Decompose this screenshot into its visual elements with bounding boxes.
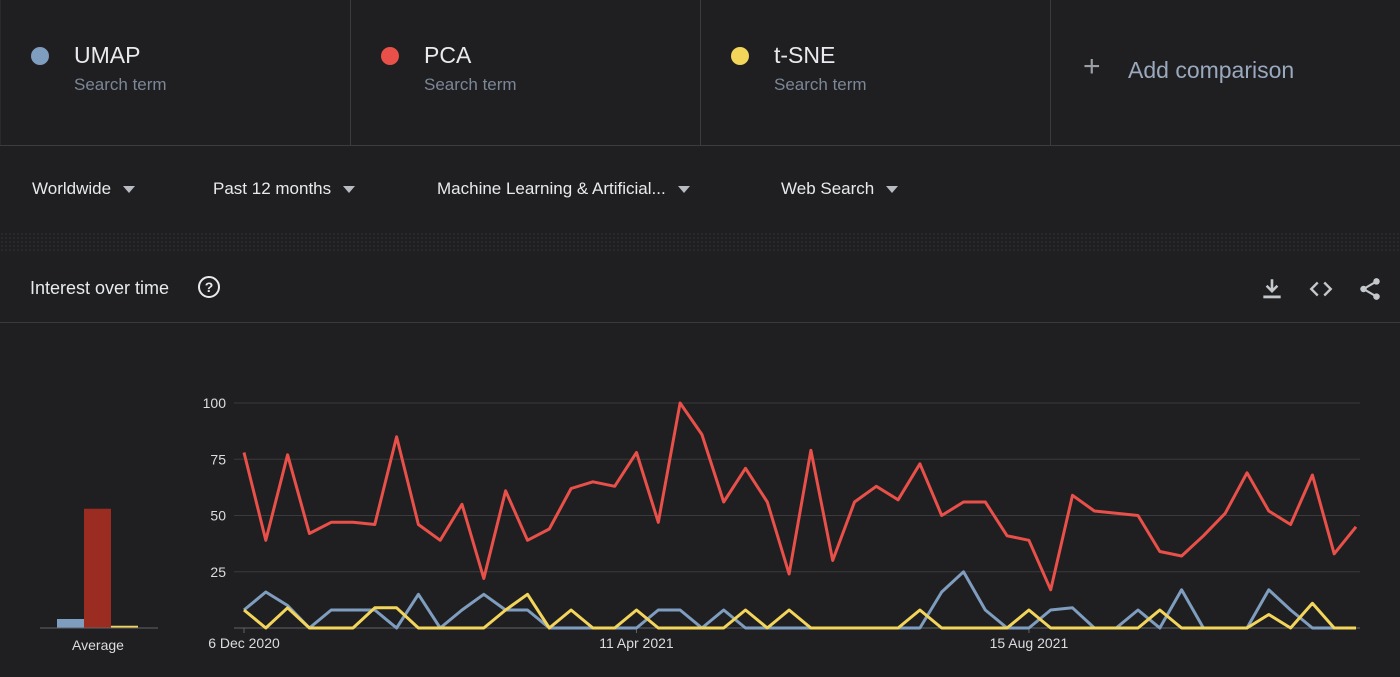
term-tsne[interactable]: t-SNE Search term [700,0,1050,145]
search-type-dropdown[interactable]: Web Search [781,176,899,202]
average-label: Average [72,637,124,653]
y-tick-label: 25 [210,564,226,580]
term-type: Search term [74,75,167,94]
chevron-down-icon [343,185,356,193]
search-terms-bar: UMAP Search term PCA Search term t-SNE S… [0,0,1400,146]
panel-header: Interest over time ? [0,258,1400,323]
x-tick-label: 6 Dec 2020 [208,635,280,651]
add-comparison-button[interactable]: + Add comparison [1050,0,1400,145]
term-color-dot [31,47,49,65]
chevron-down-icon [886,185,899,193]
chart-svg: 100 75 50 25 6 Dec 2020 11 Apr 2021 15 Aug 202… [40,395,1360,653]
y-tick-label: 100 [203,395,227,411]
chevron-down-icon [123,185,136,193]
y-tick-label: 75 [210,451,226,467]
period-value: Past 12 months [213,179,332,198]
add-comparison-label: Add comparison [1128,57,1295,83]
average-bar-pca [84,508,111,628]
share-icon[interactable] [1357,276,1383,302]
plus-icon: + [1083,50,1101,83]
region-dropdown[interactable]: Worldwide [32,176,136,202]
average-bar-tsne [111,625,138,628]
filter-bar: Worldwide Past 12 months Machine Learnin… [0,146,1400,226]
term-color-dot [731,47,749,65]
term-umap[interactable]: UMAP Search term [0,0,350,145]
term-name: PCA [424,42,472,68]
series-line-umap [243,570,1356,630]
search-type-value: Web Search [781,179,875,198]
region-value: Worldwide [32,179,112,198]
x-tick-label: 15 Aug 2021 [990,635,1069,651]
help-icon[interactable]: ? [198,276,220,298]
period-dropdown[interactable]: Past 12 months [213,176,356,202]
x-tick-label: 11 Apr 2021 [599,635,674,651]
download-icon[interactable] [1259,276,1285,302]
chevron-down-icon [677,185,690,193]
category-dropdown[interactable]: Machine Learning & Artificial... [437,176,690,202]
series-line-tsne [243,592,1356,630]
panel-title: Interest over time [30,278,170,298]
interest-over-time-chart: 100 75 50 25 6 Dec 2020 11 Apr 2021 15 Aug 202… [0,323,1400,672]
series-line-pca [242,401,1358,592]
term-pca[interactable]: PCA Search term [350,0,700,145]
embed-icon[interactable] [1308,276,1334,302]
y-tick-label: 50 [210,508,226,524]
category-value: Machine Learning & Artificial... [437,179,666,198]
term-name: UMAP [74,42,141,68]
term-type: Search term [774,75,867,94]
term-type: Search term [424,75,517,94]
average-bar-umap [57,619,84,628]
term-name: t-SNE [774,42,836,68]
term-color-dot [381,47,399,65]
section-divider [0,232,1400,252]
